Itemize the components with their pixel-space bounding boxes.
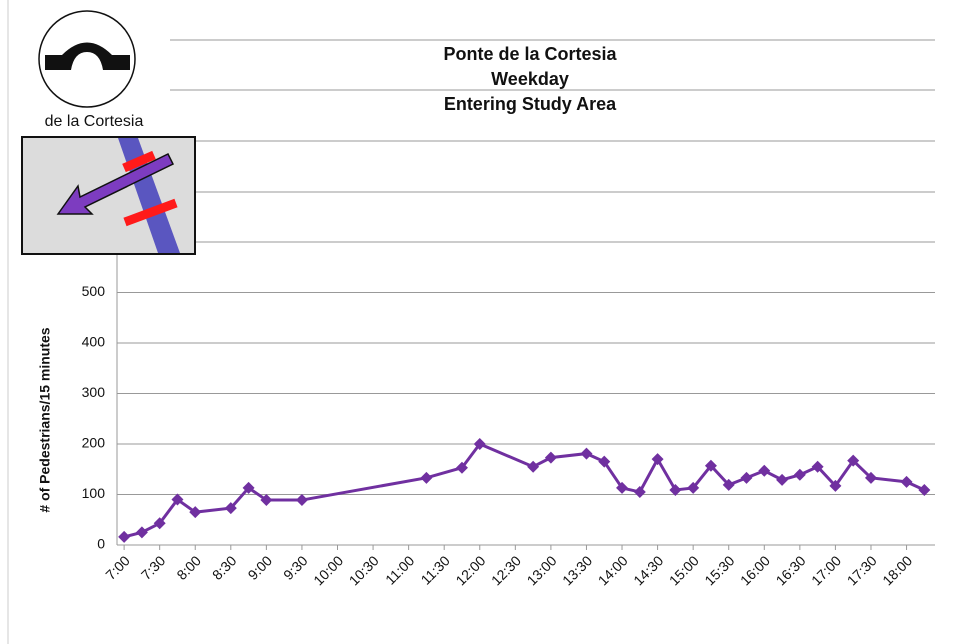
- y-axis-label: # of Pedestrians/15 minutes: [37, 327, 53, 512]
- point-marker: [171, 493, 184, 506]
- y-tick-label: 0: [97, 536, 105, 552]
- point-marker: [669, 483, 682, 496]
- point-marker: [598, 455, 611, 468]
- point-marker: [153, 517, 166, 530]
- point-marker: [864, 471, 877, 484]
- bridge-logo: [38, 10, 136, 108]
- point-marker: [135, 526, 148, 539]
- point-marker: [544, 451, 557, 464]
- point-marker: [224, 502, 237, 515]
- y-tick-label: 400: [82, 334, 106, 350]
- point-marker: [900, 475, 913, 488]
- x-tick-label: 13:00: [524, 552, 560, 588]
- point-marker: [455, 461, 468, 474]
- title-line: Weekday: [491, 69, 569, 89]
- x-tick-label: 17:00: [808, 552, 844, 588]
- logo-label: de la Cortesia: [45, 113, 144, 130]
- x-tick-label: 15:30: [701, 552, 737, 588]
- x-tick-label: 7:30: [138, 552, 169, 583]
- point-marker: [776, 473, 789, 486]
- series-line: [123, 442, 925, 539]
- x-tick-label: 16:30: [772, 552, 808, 588]
- x-tick-label: 16:00: [737, 552, 773, 588]
- x-tick-label: 8:30: [209, 552, 240, 583]
- x-tick-label: 13:30: [559, 552, 595, 588]
- point-marker: [811, 460, 824, 473]
- point-marker: [527, 460, 540, 473]
- point-marker: [473, 438, 486, 450]
- point-marker: [420, 471, 433, 484]
- x-tick-label: 17:30: [844, 552, 880, 588]
- y-tick-label: 100: [82, 485, 106, 501]
- x-tick-label: 12:30: [488, 552, 524, 588]
- point-marker: [616, 481, 629, 494]
- x-tick-label: 14:00: [595, 552, 631, 588]
- title-line: Entering Study Area: [444, 94, 617, 114]
- y-tick-label: 200: [82, 435, 106, 451]
- title-line: Ponte de la Cortesia: [443, 44, 617, 64]
- point-marker: [118, 530, 131, 543]
- map-icon: [21, 136, 196, 255]
- y-tick-label: 500: [82, 283, 106, 299]
- point-marker: [687, 481, 700, 494]
- point-marker: [189, 506, 202, 519]
- point-marker: [829, 479, 842, 492]
- point-marker: [793, 468, 806, 481]
- point-marker: [295, 494, 308, 507]
- point-marker: [758, 464, 771, 477]
- x-tick-label: 18:00: [879, 552, 915, 588]
- point-marker: [918, 483, 931, 496]
- x-tick-label: 11:30: [418, 552, 454, 588]
- x-tick-label: 15:00: [666, 552, 702, 588]
- title: Ponte de la Cortesia Weekday Entering St…: [443, 44, 617, 114]
- point-marker: [651, 453, 664, 466]
- point-marker: [580, 447, 593, 460]
- y-tick-label: 300: [82, 384, 106, 400]
- x-tick-label: 8:00: [173, 552, 204, 583]
- x-tick-label: 9:30: [280, 552, 311, 583]
- point-marker: [740, 471, 753, 484]
- point-marker: [704, 459, 717, 472]
- point-marker: [722, 478, 735, 491]
- x-tick-label: 9:00: [245, 552, 276, 583]
- x-tick-label: 10:00: [310, 552, 346, 588]
- point-marker: [633, 485, 646, 498]
- point-marker: [847, 454, 860, 467]
- x-tick-label: 11:00: [382, 552, 418, 588]
- x-tick-label: 14:30: [630, 552, 666, 588]
- upper-grid: [117, 39, 935, 243]
- x-tick-label: 12:00: [452, 552, 488, 588]
- x-tick-label: 10:30: [346, 552, 382, 588]
- point-marker: [260, 494, 273, 507]
- x-tick-label: 7:00: [102, 552, 133, 583]
- point-marker: [242, 481, 255, 494]
